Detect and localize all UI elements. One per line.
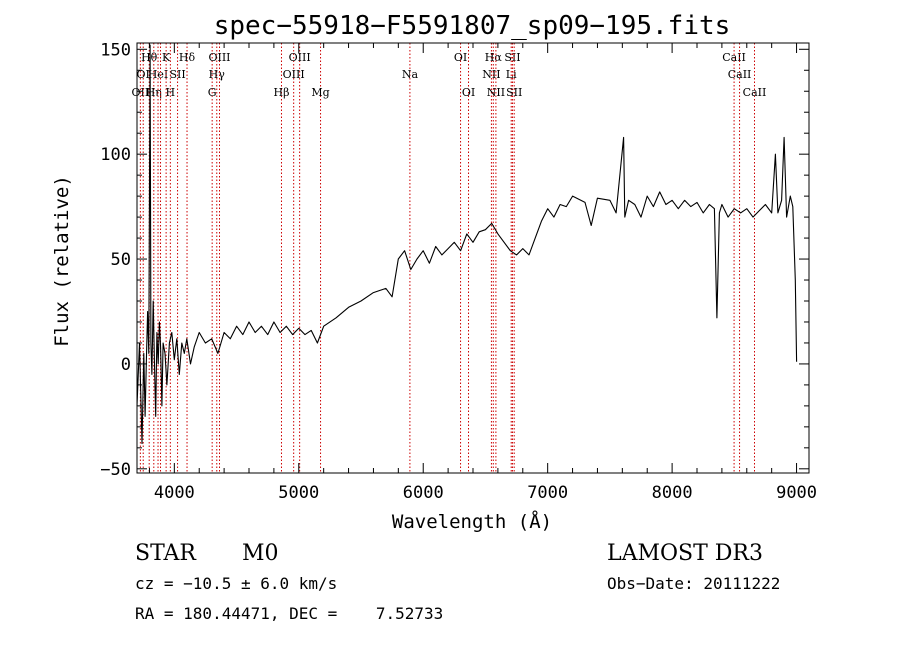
series-layer (136, 44, 798, 445)
spectral-line-label: Na (402, 68, 419, 81)
axis-ticks: 4000 5000 6000 7000 8000 9000 −50 0 50 100 150 (100, 40, 817, 503)
spectral-line-label: SII (504, 51, 520, 64)
spectrum-series-line (136, 44, 798, 445)
obs-date: Obs−Date: 20111222 (607, 574, 781, 593)
object-subclass: M0 (242, 541, 279, 566)
spectral-line-label: Hδ (179, 51, 196, 64)
ra-dec: RA = 180.44471, DEC = 7.52733 (135, 604, 444, 623)
spectral-line-label: H (166, 86, 176, 99)
spectral-line-label: OII (132, 86, 150, 99)
spectral-lines: OII OI Hθ Hη HeI K H SII Hδ G Hγ OIII Hβ OIII OIII Mg Na… (132, 43, 767, 473)
spectral-line-label: CaII (722, 51, 746, 64)
spectral-line-label: OIII (289, 51, 311, 64)
spectral-line-label: Hβ (274, 86, 290, 99)
x-axis-label: Wavelength (Å) (392, 510, 552, 533)
spectral-line-label: Li (506, 68, 517, 81)
spectral-line-label: OIII (283, 68, 305, 81)
y-tick-label: 100 (100, 145, 131, 165)
y-tick-label: 0 (121, 355, 131, 375)
spectral-line-label: NII (482, 68, 500, 81)
x-tick-label: 8000 (652, 483, 693, 503)
spectral-line-label: HeI (148, 68, 168, 81)
spectral-line-label: Hα (485, 51, 503, 64)
y-tick-label: 50 (111, 250, 131, 270)
spectral-line-label: Mg (311, 86, 329, 99)
spectral-line-label: SII (169, 68, 185, 81)
spectral-line-label: G (208, 86, 217, 99)
spectral-line-label: K (162, 51, 171, 64)
x-tick-label: 7000 (527, 483, 568, 503)
spectral-line-label: OI (462, 86, 475, 99)
spectral-line-label: Hθ (141, 51, 158, 64)
spectral-line-label: OIII (208, 51, 230, 64)
spectral-line-label: CaII (743, 86, 767, 99)
y-tick-label: −50 (100, 460, 131, 480)
spectral-line-label: SII (506, 86, 522, 99)
spectral-line-label: Hη (146, 86, 162, 99)
chart-title: spec−55918−F5591807_sp09−195.fits (214, 11, 731, 41)
object-class: STAR (135, 541, 196, 566)
spectral-line-label: OI (454, 51, 467, 64)
y-axis-label: Flux (relative) (51, 175, 73, 347)
spectral-line-label: NII (487, 86, 505, 99)
x-tick-label: 5000 (278, 483, 319, 503)
redshift-cz: cz = −10.5 ± 6.0 km/s (135, 574, 338, 593)
y-tick-label: 150 (100, 40, 131, 60)
plot-frame (136, 42, 810, 474)
spectral-line-label: CaII (728, 68, 752, 81)
spectral-line-label: OI (137, 68, 150, 81)
x-tick-label: 4000 (154, 483, 195, 503)
survey-name: LAMOST DR3 (607, 541, 763, 566)
x-tick-label: 9000 (776, 483, 817, 503)
x-tick-label: 6000 (403, 483, 444, 503)
spectral-line-label: Hγ (209, 68, 226, 81)
